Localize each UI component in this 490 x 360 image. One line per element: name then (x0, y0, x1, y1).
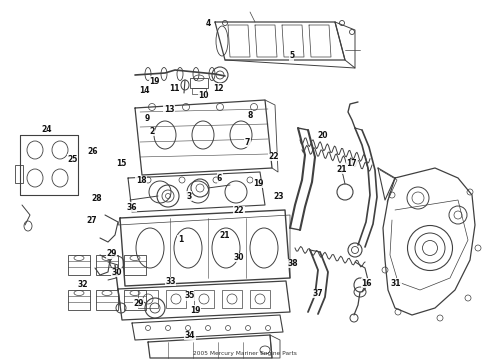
Bar (124, 255, 146, 275)
Text: 3: 3 (186, 192, 191, 201)
Text: 29: 29 (133, 299, 144, 307)
Text: 21: 21 (219, 231, 230, 240)
Text: 20: 20 (317, 131, 328, 140)
Text: 21: 21 (337, 165, 347, 174)
Text: 32: 32 (77, 280, 88, 289)
Text: 7: 7 (245, 138, 250, 147)
Text: 34: 34 (185, 331, 196, 340)
Bar (96, 290, 118, 310)
Text: 24: 24 (41, 125, 52, 134)
Text: 13: 13 (164, 105, 174, 114)
Bar (190, 78, 208, 88)
Text: 1: 1 (178, 235, 183, 244)
Bar (192, 88, 206, 94)
Text: 33: 33 (165, 277, 176, 286)
Text: 10: 10 (198, 91, 209, 100)
Text: 37: 37 (312, 289, 323, 298)
Bar (124, 290, 146, 310)
Bar (96, 255, 118, 275)
Text: 16: 16 (361, 279, 372, 288)
Bar (138, 290, 158, 308)
Bar (15, 165, 23, 183)
Text: 9: 9 (145, 114, 149, 123)
Text: 30: 30 (111, 268, 122, 277)
Bar (194, 290, 214, 308)
Text: 15: 15 (116, 159, 127, 168)
Text: 2005 Mercury Mariner Engine Parts: 2005 Mercury Mariner Engine Parts (193, 351, 297, 356)
Bar (250, 290, 270, 308)
Text: 12: 12 (213, 84, 223, 93)
Bar (68, 255, 90, 275)
Text: 27: 27 (87, 216, 98, 225)
Text: 19: 19 (253, 179, 264, 188)
Text: 8: 8 (247, 111, 252, 120)
Text: 2: 2 (149, 127, 154, 136)
Text: 19: 19 (149, 77, 160, 85)
Text: 22: 22 (268, 152, 279, 161)
Text: 25: 25 (67, 155, 78, 163)
Text: 17: 17 (346, 159, 357, 168)
Bar (166, 290, 186, 308)
Text: 6: 6 (217, 174, 222, 183)
Text: 5: 5 (289, 51, 294, 60)
Text: 22: 22 (234, 206, 245, 215)
Text: 14: 14 (139, 86, 150, 95)
Bar (222, 290, 242, 308)
Text: 30: 30 (234, 253, 245, 262)
Text: 26: 26 (88, 147, 98, 156)
Text: 18: 18 (136, 176, 147, 185)
Text: 36: 36 (126, 202, 137, 211)
Bar (68, 290, 90, 310)
Text: 23: 23 (273, 192, 284, 201)
Text: 4: 4 (206, 19, 211, 28)
Text: 38: 38 (288, 259, 298, 268)
Text: 31: 31 (391, 279, 401, 288)
Text: 28: 28 (92, 194, 102, 203)
Text: 19: 19 (190, 306, 200, 315)
Text: 29: 29 (106, 249, 117, 258)
Text: 35: 35 (185, 292, 196, 300)
Text: 11: 11 (169, 84, 179, 93)
